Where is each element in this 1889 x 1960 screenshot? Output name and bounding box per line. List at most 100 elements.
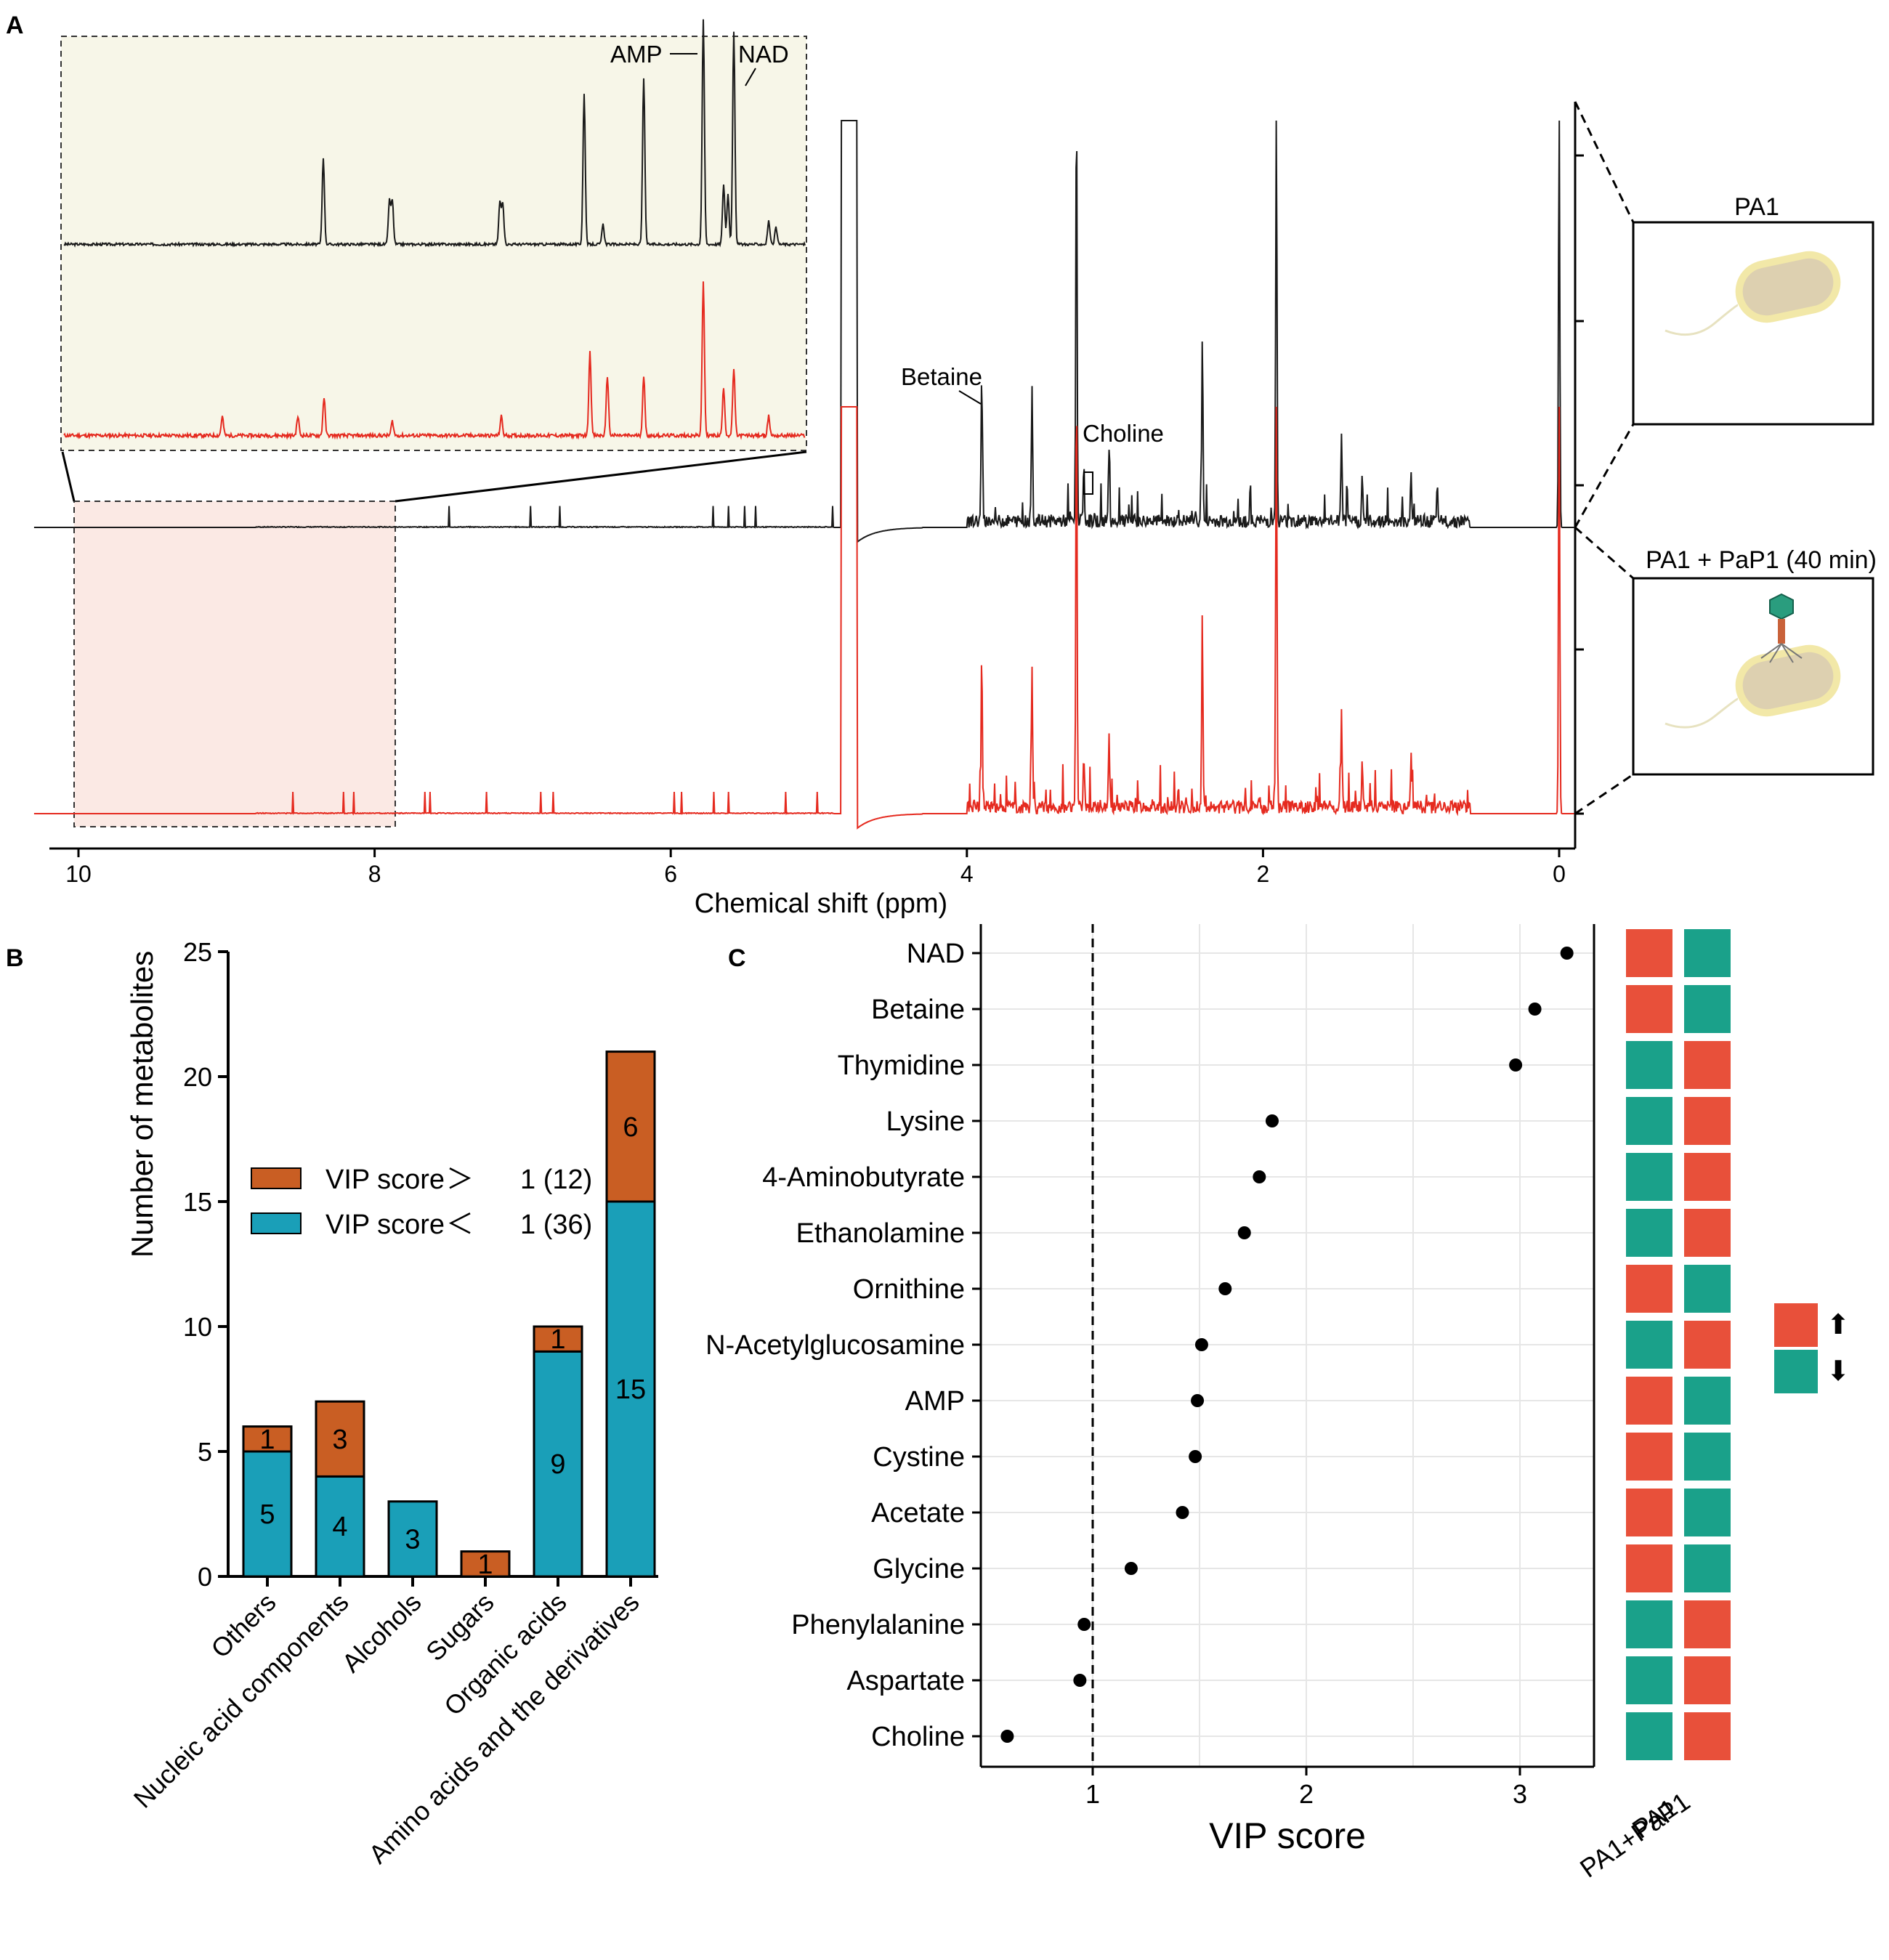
metabolite-label: NAD [907, 939, 965, 969]
box-label-pa1-pap1: PA1 + PaP1 (40 min) [1646, 546, 1877, 574]
vip-point [1528, 1003, 1542, 1016]
heat-tile-pa1 [1626, 985, 1672, 1033]
panel-label-b: B [6, 944, 24, 972]
bar-label-low: 5 [259, 1499, 275, 1530]
inset-red-trace [63, 281, 806, 440]
y-tick-label: 5 [198, 1437, 212, 1467]
x-tick-label: 1 [1085, 1779, 1100, 1809]
vip-point [1218, 1282, 1232, 1295]
panel-b-bar-chart: Number of metabolites 0 5 10 15 20 25 5 1 4 3 3 1 9… [125, 937, 658, 1869]
metabolite-label: 4-Aminobutyrate [762, 1162, 965, 1193]
zoom-region-highlight [73, 501, 396, 827]
bacterium-icon [1664, 251, 1841, 336]
box-pa1 [1632, 221, 1874, 426]
right-axis-ticks [1575, 154, 1584, 815]
bar-label-low: 15 [615, 1374, 646, 1405]
bar-label-high: 1 [550, 1324, 565, 1355]
heat-tile-pa1-pap1 [1684, 985, 1731, 1033]
heat-tile-pa1-pap1 [1684, 1265, 1731, 1313]
heat-tile-pa1 [1626, 1097, 1672, 1145]
metabolite-label: Lysine [886, 1106, 965, 1137]
heat-tile-pa1 [1626, 1544, 1672, 1592]
heat-tile-pa1-pap1 [1684, 1712, 1731, 1760]
heat-tile-pa1-pap1 [1684, 1656, 1731, 1704]
vip-point [1000, 1730, 1014, 1743]
metabolite-label: Phenylalanine [791, 1610, 965, 1640]
bar-vip-high [315, 1400, 365, 1478]
vip-point [1509, 1058, 1523, 1072]
bar-label-high: 1 [259, 1425, 275, 1455]
heat-tile-pa1 [1626, 1041, 1672, 1089]
c-x-ticks: 1 2 3 [1085, 1767, 1527, 1809]
metabolite-label: Betaine [871, 995, 965, 1025]
vip-point [1194, 1338, 1208, 1351]
inset-label-amp: AMP [610, 41, 663, 68]
choline-label: Choline [1083, 420, 1164, 447]
bar-vip-high [460, 1550, 511, 1578]
bar-label-low: 3 [405, 1524, 420, 1555]
heat-tile-pa1 [1626, 1377, 1672, 1425]
x-axis-title: Chemical shift (ppm) [695, 888, 947, 919]
heat-tile-pa1-pap1 [1684, 1153, 1731, 1201]
bar-label-low: 4 [332, 1512, 347, 1542]
x-tick-label: Alcohols [336, 1587, 426, 1678]
down-arrow-icon: ⬇ [1827, 1356, 1850, 1387]
y-tick-label: 0 [198, 1562, 212, 1592]
x-axis-ticks: 10 8 6 4 2 0 [65, 849, 1566, 887]
inset-connector-left [61, 451, 76, 502]
inset-black-trace [63, 19, 806, 248]
betaine-leader [958, 390, 982, 405]
main-red-trace [33, 406, 1574, 830]
legend-low-rest: 1 (36) [520, 1210, 592, 1240]
x-tick-label: 2 [1299, 1779, 1314, 1809]
choline-marker [1083, 471, 1093, 495]
heat-tile-pa1 [1626, 1153, 1672, 1201]
x-tick-label: 2 [1257, 861, 1270, 887]
panel-c-vip-plot: NAD Betaine Thymidine Lysine 4-Aminobutyrate… [705, 924, 1850, 1884]
heat-tile-pa1 [1626, 1712, 1672, 1760]
heat-tile-pa1-pap1 [1684, 1209, 1731, 1257]
heat-tile-pa1 [1626, 1656, 1672, 1704]
heat-tile-pa1-pap1 [1684, 1600, 1731, 1648]
x-tick-label: 3 [1513, 1779, 1527, 1809]
metabolite-label: Ethanolamine [796, 1218, 965, 1249]
c-gridlines [981, 924, 1594, 1767]
bar-vip-low [533, 1350, 583, 1578]
y-tick-label: 20 [183, 1062, 212, 1092]
c-rows: NAD Betaine Thymidine Lysine 4-Aminobutyrate… [705, 939, 1574, 1752]
heat-tile-pa1-pap1 [1684, 1544, 1731, 1592]
x-tick-label: 0 [1553, 861, 1566, 887]
vip-point [1176, 1506, 1189, 1519]
heat-col-label-pa1-pap1: PA1+PaP1 [1574, 1786, 1695, 1884]
vip-point [1124, 1562, 1138, 1575]
legend-high-rest: 1 (12) [520, 1165, 592, 1195]
legend-low-key: VIP score [325, 1210, 445, 1240]
vip-point [1265, 1114, 1279, 1127]
metabolite-label: Ornithine [853, 1274, 965, 1305]
heat-tile-pa1 [1626, 1433, 1672, 1481]
betaine-label: Betaine [901, 363, 982, 390]
heat-tile-pa1-pap1 [1684, 1097, 1731, 1145]
legend-high-key: VIP score [325, 1165, 445, 1195]
b-y-ticks: 0 5 10 15 20 25 [183, 937, 228, 1592]
bar-label-high: 1 [477, 1550, 493, 1580]
bar-vip-high [242, 1425, 293, 1453]
legend-tile-up [1774, 1303, 1818, 1347]
panel-label-c: C [728, 944, 746, 972]
up-arrow-icon: ⬆ [1827, 1310, 1850, 1340]
vip-point [1253, 1170, 1266, 1183]
metabolite-label: Cystine [873, 1442, 965, 1473]
bar-label-high: 3 [332, 1425, 347, 1455]
legend-swatch-low [251, 1212, 302, 1234]
box-connectors [1574, 101, 1635, 815]
nad-leader [745, 68, 756, 86]
bar-label-high: 6 [623, 1112, 638, 1143]
legend-tile-down [1774, 1350, 1818, 1393]
vip-point [1077, 1618, 1091, 1631]
metabolite-label: Acetate [871, 1498, 965, 1528]
vip-point [1237, 1226, 1251, 1239]
x-tick-label: 10 [65, 861, 92, 887]
bar-vip-high [605, 1050, 656, 1203]
